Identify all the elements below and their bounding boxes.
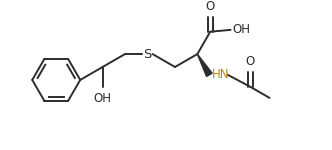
Polygon shape xyxy=(197,54,212,76)
Text: O: O xyxy=(246,55,255,68)
Text: O: O xyxy=(206,0,215,13)
Text: S: S xyxy=(143,48,151,61)
Text: OH: OH xyxy=(233,23,251,36)
Text: OH: OH xyxy=(94,92,112,105)
Text: HN: HN xyxy=(212,68,229,81)
